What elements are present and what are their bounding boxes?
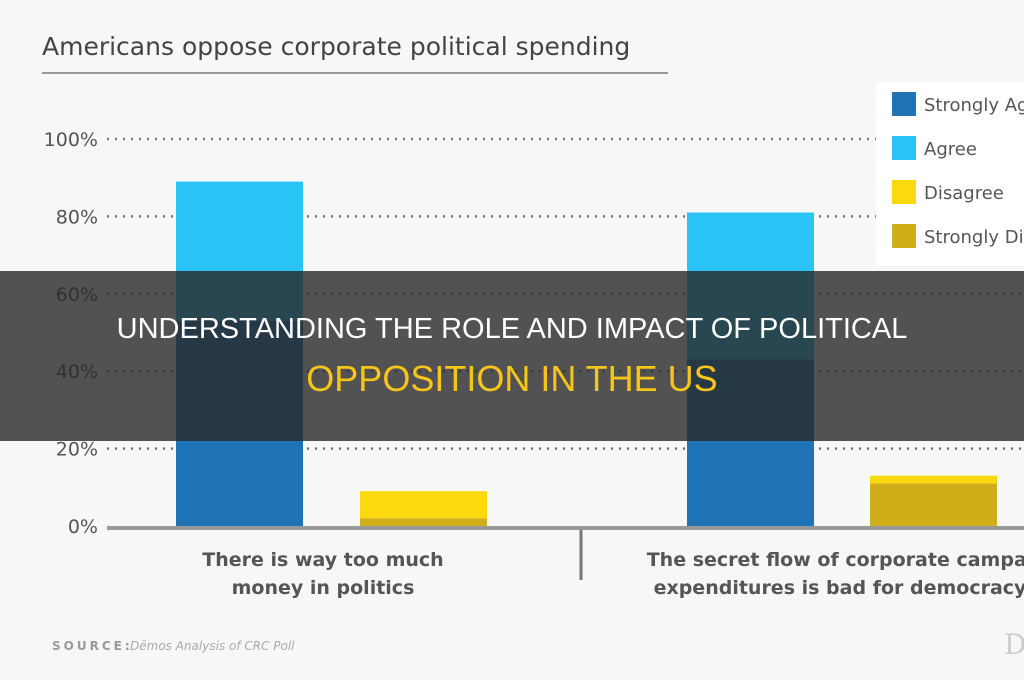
banner-line1: UNDERSTANDING THE ROLE AND IMPACT OF POL… [116,312,908,345]
bar-strongly-di [360,518,487,526]
legend-swatch [892,92,916,116]
y-tick-label: 80% [56,206,98,228]
chart-title: Americans oppose corporate political spe… [42,32,630,61]
banner-line2: OPPOSITION IN THE US [306,357,718,399]
logo: D [1004,628,1024,661]
legend: Strongly Ag Agree Disagree Strongly Di [876,82,1024,266]
title-banner: UNDERSTANDING THE ROLE AND IMPACT OF POL… [0,271,1024,441]
legend-swatch [892,136,916,160]
y-tick-label: 20% [56,439,98,461]
legend-swatch [892,180,916,204]
legend-label: Disagree [924,183,1004,204]
bar-disagree [870,475,997,484]
legend-label: Agree [924,139,977,160]
category-label: There is way too much [202,549,443,571]
category-label: expenditures is bad for democracy [654,577,1024,599]
source-label: SOURCE: [52,639,133,653]
category-label: money in politics [232,577,415,599]
bar-strongly-di [870,483,997,526]
y-tick-label: 100% [44,129,98,151]
legend-label: Strongly Di [924,227,1024,248]
category-labels: There is way too much money in politics Th… [202,549,1024,599]
legend-label: Strongly Ag [924,95,1024,116]
source-text: Dēmos Analysis of CRC Poll [130,639,295,653]
category-label: The secret flow of corporate campai [647,549,1024,571]
bar-disagree [360,491,487,519]
y-tick-label: 0% [68,516,98,538]
legend-swatch [892,224,916,248]
